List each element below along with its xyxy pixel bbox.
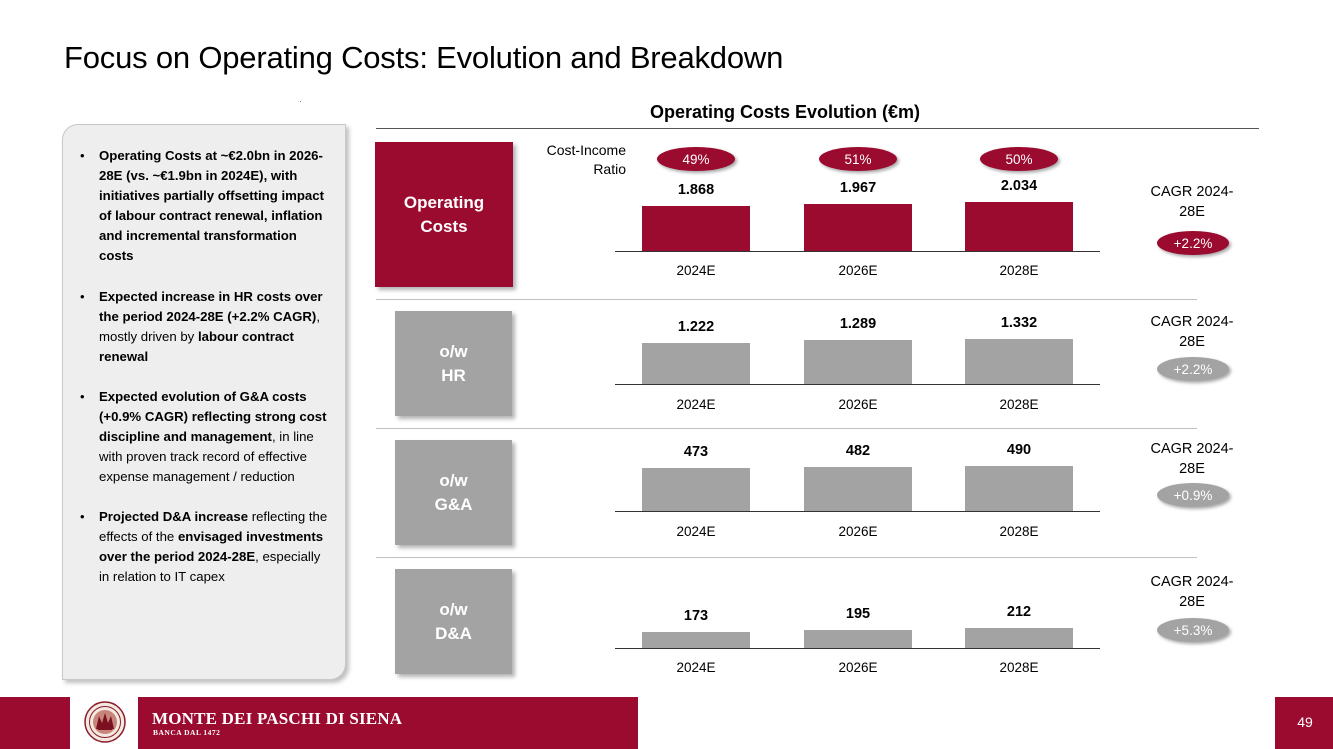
cost-income-pill: 51% [819, 147, 897, 171]
series-label-ga: o/w G&A [395, 440, 512, 545]
bar-value-label: 1.967 [839, 180, 877, 196]
bar-value-label: 195 [845, 606, 871, 622]
x-tick-label: 2024E [676, 660, 716, 675]
x-tick-label: 2024E [676, 263, 716, 278]
axis-baseline [615, 511, 1100, 512]
bar-value-label: 2.034 [1000, 178, 1038, 194]
bullet-text-bold: Projected D&A increase [99, 509, 249, 524]
bullet-item: Projected D&A increase reflecting the ef… [80, 507, 330, 587]
x-tick-label: 2028E [999, 524, 1039, 539]
series-label-text: o/w G&A [434, 470, 473, 514]
cagr-pill: +2.2% [1157, 357, 1229, 381]
cagr-pill: +5.3% [1157, 618, 1229, 642]
bar [642, 343, 750, 384]
row-separator [376, 299, 1197, 300]
footer-brand-tagline: BANCA DAL 1472 [153, 728, 221, 737]
bar [642, 206, 750, 251]
bar [642, 468, 750, 511]
x-tick-label: 2026E [838, 263, 878, 278]
bar-value-label: 1.332 [1000, 315, 1038, 331]
bullet-text-bold: labour contract renewal [99, 329, 294, 364]
bar [965, 339, 1073, 384]
series-label-text: o/w HR [439, 341, 468, 385]
axis-baseline [615, 648, 1100, 649]
bar-value-label: 482 [845, 443, 871, 459]
axis-baseline [615, 384, 1100, 385]
page-title: Focus on Operating Costs: Evolution and … [64, 40, 784, 75]
row-separator [376, 428, 1197, 429]
bar-value-label: 212 [1006, 604, 1032, 620]
footer-white-band [638, 697, 1275, 749]
cost-income-pill: 49% [657, 147, 735, 171]
x-tick-label: 2028E [999, 397, 1039, 412]
series-label-text: Operating Costs [403, 192, 485, 236]
bar [965, 466, 1073, 511]
axis-baseline [615, 251, 1100, 252]
bar [804, 340, 912, 384]
footer-brand-name: MONTE DEI PASCHI DI SIENA [152, 709, 403, 728]
cost-income-label: Cost-Income Ratio [546, 142, 626, 177]
x-tick-label: 2026E [838, 397, 878, 412]
x-tick-label: 2028E [999, 263, 1039, 278]
cagr-pill: +0.9% [1157, 483, 1229, 507]
page-number: 49 [1297, 714, 1313, 730]
bullet-text-bold: Expected increase in HR costs over the p… [99, 289, 323, 324]
bullet-item: Expected increase in HR costs over the p… [80, 287, 330, 367]
cagr-label: CAGR 2024-28E [1150, 574, 1234, 610]
bar [965, 628, 1073, 648]
bullet-text-bold: envisaged investments over the period 20… [99, 529, 324, 564]
chart-title: Operating Costs Evolution (€m) [649, 102, 921, 122]
x-tick-label: 2024E [676, 524, 716, 539]
x-tick-label: 2026E [838, 524, 878, 539]
bar-value-label: 1.868 [677, 182, 715, 198]
bar [804, 630, 912, 648]
series-label-operating-costs: Operating Costs [375, 142, 513, 287]
decorative-dot [300, 101, 301, 102]
bullet-list: Operating Costs at ~€2.0bn in 2026-28E (… [80, 146, 330, 607]
series-label-da: o/w D&A [395, 569, 512, 674]
bullet-text: reflecting the effects of the [99, 509, 328, 544]
bullet-text: , especially in relation to IT capex [99, 549, 321, 584]
bullet-text: , mostly driven by [99, 309, 320, 344]
bar-value-label: 1.289 [839, 316, 877, 332]
series-label-text: o/w D&A [435, 599, 472, 643]
cagr-label: CAGR 2024-28E [1150, 314, 1234, 350]
bar-value-label: 490 [1006, 442, 1032, 458]
bullet-text-bold: Operating Costs at ~€2.0bn in 2026-28E (… [99, 148, 324, 263]
cagr-pill: +2.2% [1157, 231, 1229, 255]
bullet-text-bold: Expected evolution of G&A costs (+0.9% C… [99, 389, 327, 444]
bullet-text: , in line with proven track record of ef… [99, 429, 314, 484]
x-tick-label: 2024E [676, 397, 716, 412]
bar [804, 467, 912, 511]
bullet-item: Operating Costs at ~€2.0bn in 2026-28E (… [80, 146, 330, 266]
cagr-label: CAGR 2024-28E [1150, 184, 1234, 220]
row-separator [376, 557, 1197, 558]
x-tick-label: 2026E [838, 660, 878, 675]
cost-income-pill: 50% [980, 147, 1058, 171]
bar-value-label: 173 [683, 608, 709, 624]
bar-value-label: 1.222 [677, 319, 715, 335]
x-tick-label: 2028E [999, 660, 1039, 675]
series-label-hr: o/w HR [395, 311, 512, 416]
bullet-item: Expected evolution of G&A costs (+0.9% C… [80, 387, 330, 487]
bar [965, 202, 1073, 251]
bar [804, 204, 912, 251]
bar [642, 632, 750, 648]
cagr-label: CAGR 2024-28E [1150, 441, 1234, 477]
bar-value-label: 473 [683, 444, 709, 460]
chart-title-rule [376, 128, 1259, 129]
bank-seal-icon [84, 701, 126, 743]
